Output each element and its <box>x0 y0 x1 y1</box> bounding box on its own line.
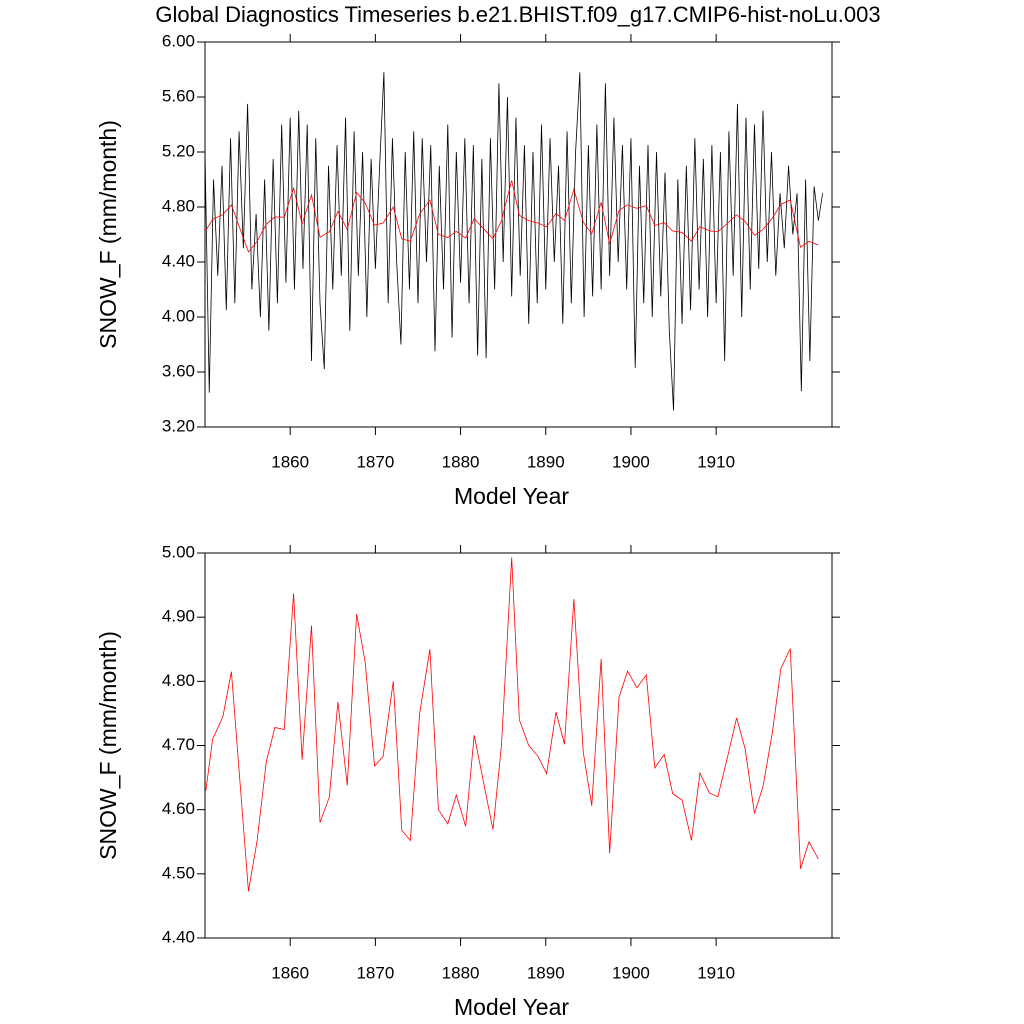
x-tick-label: 1900 <box>612 452 650 471</box>
x-tick-label: 1880 <box>442 452 480 471</box>
y-tick-label: 6.00 <box>162 31 195 50</box>
y-tick-label: 5.00 <box>162 542 195 561</box>
y-tick-label: 5.60 <box>162 86 195 105</box>
y-tick-label: 4.40 <box>162 927 195 946</box>
y-axis-title: SNOW_F (mm/month) <box>95 120 121 349</box>
x-tick-label: 1910 <box>697 452 735 471</box>
y-tick-label: 4.70 <box>162 735 195 754</box>
y-tick-label: 4.90 <box>162 607 195 626</box>
series-line <box>205 72 824 411</box>
x-axis-title: Model Year <box>454 994 569 1020</box>
x-tick-label: 1900 <box>612 963 650 982</box>
x-axis-title: Model Year <box>454 483 569 509</box>
y-axis-title: SNOW_F (mm/month) <box>95 631 121 860</box>
x-tick-label: 1880 <box>442 963 480 982</box>
x-tick-label: 1870 <box>356 452 394 471</box>
y-tick-label: 4.40 <box>162 251 195 270</box>
x-tick-label: 1860 <box>271 963 309 982</box>
x-tick-label: 1860 <box>271 452 309 471</box>
x-tick-label: 1890 <box>527 452 565 471</box>
plot-frame <box>204 41 833 428</box>
y-tick-label: 4.80 <box>162 671 195 690</box>
series-line <box>205 180 819 253</box>
x-tick-label: 1890 <box>527 963 565 982</box>
y-tick-label: 3.20 <box>162 416 195 435</box>
y-tick-label: 5.20 <box>162 141 195 160</box>
x-tick-label: 1870 <box>356 963 394 982</box>
y-tick-label: 4.80 <box>162 196 195 215</box>
y-tick-label: 4.50 <box>162 863 195 882</box>
y-tick-label: 4.60 <box>162 799 195 818</box>
y-tick-label: 4.00 <box>162 306 195 325</box>
chart-title: Global Diagnostics Timeseries b.e21.BHIS… <box>155 2 880 27</box>
y-tick-label: 3.60 <box>162 361 195 380</box>
series-line <box>205 557 819 892</box>
plot-frame <box>204 552 833 939</box>
x-tick-label: 1910 <box>697 963 735 982</box>
